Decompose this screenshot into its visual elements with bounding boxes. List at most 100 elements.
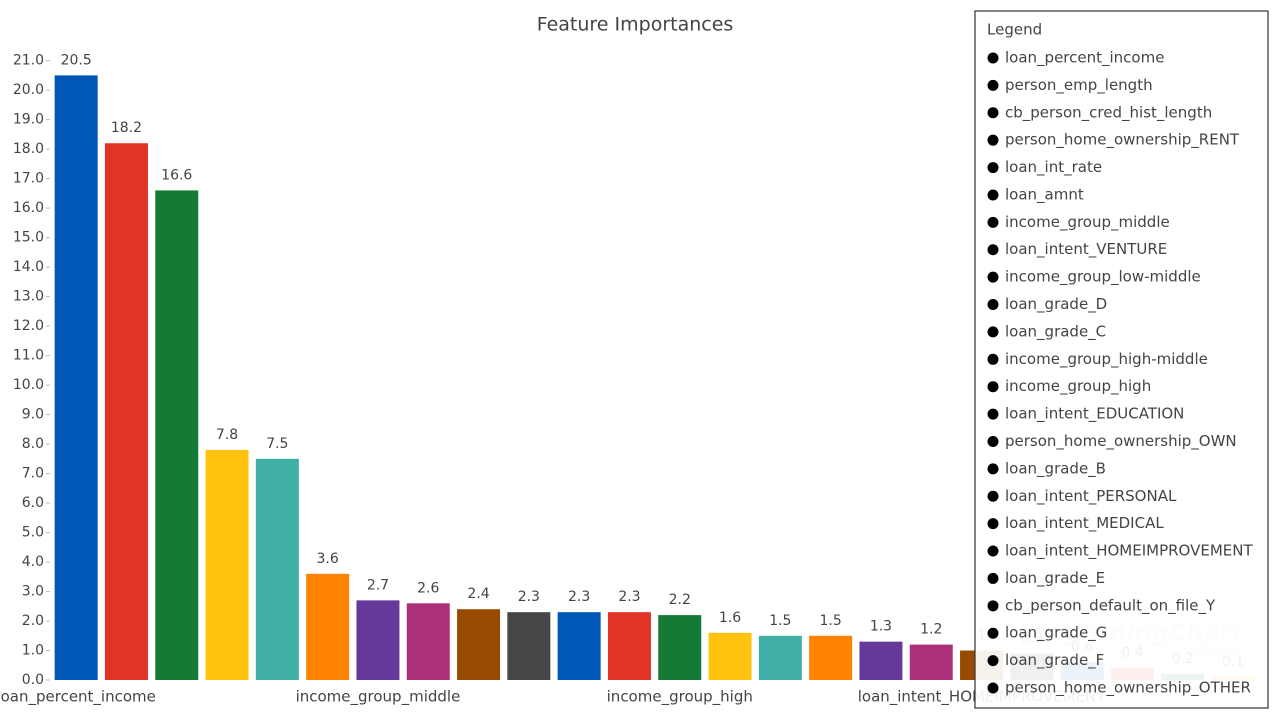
bar [658,615,702,680]
data-label: 2.7 [367,577,389,593]
bar [205,449,249,680]
data-label: 2.3 [518,589,540,605]
legend-label: person_emp_length [1005,76,1153,95]
data-label: 2.2 [669,592,691,608]
x-tick-label: loan_percent_income [0,688,156,707]
y-tick-label: 1.0 [22,643,44,659]
legend-marker [987,600,999,612]
legend-marker [987,326,999,338]
legend-label: loan_intent_VENTURE [1005,240,1167,259]
data-label: 7.5 [266,436,288,452]
legend-label: loan_intent_HOMEIMPROVEMENT [1005,542,1253,561]
data-label: 1.3 [870,619,892,635]
legend-label: loan_intent_MEDICAL [1005,514,1164,533]
data-label: 7.8 [216,427,238,443]
data-label: 2.6 [417,580,439,596]
legend-marker [987,353,999,365]
y-tick-label: 21.0 [13,53,44,69]
legend-label: loan_grade_C [1005,322,1106,341]
legend-marker [987,134,999,146]
legend-label: income_group_high [1005,377,1151,396]
legend-marker [987,655,999,667]
y-tick-label: 18.0 [13,141,44,157]
y-tick-label: 4.0 [22,554,44,570]
legend-marker [987,216,999,228]
legend-marker [987,79,999,91]
x-tick-label: income_group_high [607,688,753,707]
legend-title: Legend [987,21,1042,39]
bar [356,600,400,680]
x-tick-label: income_group_middle [296,688,461,707]
y-tick-label: 6.0 [22,495,44,511]
legend-marker [987,299,999,311]
bar [54,75,98,680]
y-tick-label: 5.0 [22,525,44,541]
y-tick-label: 9.0 [22,407,44,423]
y-tick-label: 3.0 [22,584,44,600]
legend-marker [987,408,999,420]
bar [708,632,752,680]
legend-marker [987,490,999,502]
data-label: 20.5 [61,52,92,68]
bar [557,612,601,680]
bar [758,635,802,680]
bar [406,603,450,680]
legend-marker [987,162,999,174]
legend-marker [987,682,999,694]
legend-label: loan_amnt [1005,185,1084,204]
legend-label: loan_intent_EDUCATION [1005,405,1184,424]
legend-label: income_group_middle [1005,213,1170,232]
bar [809,635,853,680]
data-label: 2.3 [568,589,590,605]
legend-label: cb_person_cred_hist_length [1005,103,1212,122]
legend-marker [987,518,999,530]
legend-label: income_group_low-middle [1005,268,1201,287]
y-tick-label: 12.0 [13,318,44,334]
legend-marker [987,627,999,639]
data-label: 1.6 [719,610,741,626]
y-tick-label: 2.0 [22,613,44,629]
data-label: 1.5 [769,613,791,629]
bar [909,644,953,680]
bar [104,143,148,680]
legend-marker [987,244,999,256]
y-tick-label: 14.0 [13,259,44,275]
y-tick-label: 19.0 [13,112,44,128]
data-label: 1.2 [920,622,942,638]
data-label: 1.5 [820,613,842,629]
y-tick-label: 11.0 [13,348,44,364]
y-tick-label: 17.0 [13,171,44,187]
data-label: 3.6 [317,551,339,567]
legend-marker [987,572,999,584]
legend-marker [987,463,999,475]
legend-label: cb_person_default_on_file_Y [1005,596,1216,615]
y-tick-label: 7.0 [22,466,44,482]
y-tick-label: 13.0 [13,289,44,305]
legend-label: person_home_ownership_RENT [1005,131,1240,150]
legend-label: person_home_ownership_OWN [1005,432,1237,451]
legend: Legend loan_percent_income person_emp_leng… [974,10,1269,709]
legend-label: person_home_ownership_OTHER [1005,679,1251,698]
bar [255,458,299,680]
y-tick-label: 15.0 [13,230,44,246]
chart-title: Feature Importances [537,14,734,36]
bar [607,612,651,680]
legend-label: loan_int_rate [1005,158,1102,177]
bar [859,641,903,680]
legend-label: loan_grade_D [1005,295,1107,314]
bar [457,609,501,680]
legend-label: income_group_high-middle [1005,350,1208,369]
data-label: 2.3 [618,589,640,605]
legend-label: loan_grade_B [1005,459,1106,478]
legend-marker [987,435,999,447]
y-tick-label: 0.0 [22,672,44,688]
bar [507,612,551,680]
legend-box [974,10,1269,709]
y-tick-label: 8.0 [22,436,44,452]
data-label: 2.4 [467,586,489,602]
legend-marker [987,52,999,64]
legend-label: loan_percent_income [1005,49,1164,68]
legend-marker [987,381,999,393]
